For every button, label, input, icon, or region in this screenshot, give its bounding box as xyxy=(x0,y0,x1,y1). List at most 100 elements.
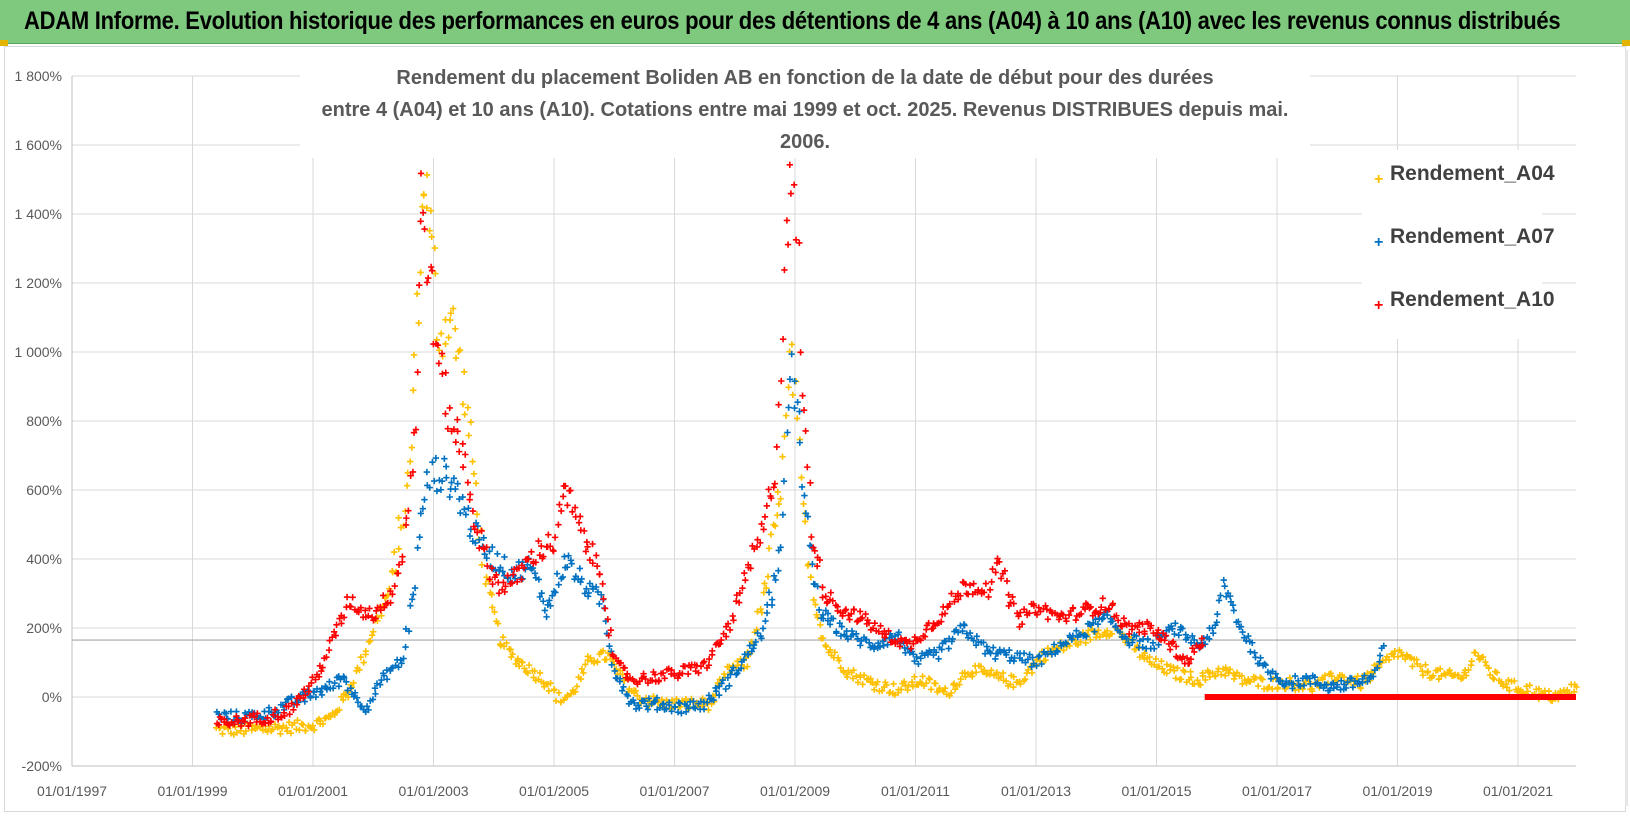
point-a04 xyxy=(957,675,964,683)
point-a10 xyxy=(1026,610,1033,617)
point-a10 xyxy=(535,537,542,545)
point-a07 xyxy=(583,585,590,593)
point-a10 xyxy=(894,638,901,646)
point-a10 xyxy=(763,502,770,510)
point-a10 xyxy=(822,593,829,600)
point-a10 xyxy=(881,634,888,641)
point-a10 xyxy=(518,576,525,583)
legend-item-a10: + Rendement_A10 xyxy=(1362,276,1555,339)
point-a04 xyxy=(757,605,764,613)
point-a10 xyxy=(819,594,826,601)
point-a07 xyxy=(631,699,638,707)
point-a10 xyxy=(775,401,782,408)
point-a07 xyxy=(730,664,737,671)
point-a10 xyxy=(483,544,490,551)
point-a10 xyxy=(1134,623,1141,631)
point-a10 xyxy=(668,666,675,674)
point-a07 xyxy=(1376,652,1384,659)
point-a07 xyxy=(1038,660,1045,668)
point-a10 xyxy=(770,484,777,491)
point-a07 xyxy=(1090,619,1097,627)
point-a07 xyxy=(911,657,918,665)
point-a07 xyxy=(1227,598,1235,606)
point-a04 xyxy=(1259,676,1266,683)
x-tick-label: 01/01/2009 xyxy=(760,783,830,799)
point-a10 xyxy=(885,627,892,634)
point-a07 xyxy=(801,492,808,499)
point-a10 xyxy=(421,225,428,233)
point-a07 xyxy=(371,685,379,692)
point-a07 xyxy=(1144,635,1151,643)
point-a07 xyxy=(652,698,659,705)
point-a10 xyxy=(771,480,779,487)
point-a04 xyxy=(269,726,277,733)
point-a10 xyxy=(1030,602,1038,609)
point-a07 xyxy=(408,596,416,603)
point-a04 xyxy=(1254,682,1262,690)
point-a07 xyxy=(1338,677,1345,685)
point-a07 xyxy=(1376,658,1383,666)
point-a07 xyxy=(645,695,653,702)
point-a04 xyxy=(997,673,1005,680)
point-a07 xyxy=(1311,673,1319,681)
legend-marker-a07: + xyxy=(1374,234,1384,251)
point-a10 xyxy=(882,631,890,638)
point-a07 xyxy=(592,583,600,591)
point-a07 xyxy=(411,584,419,592)
point-a07 xyxy=(719,676,727,684)
point-a07 xyxy=(1261,660,1268,668)
point-a07 xyxy=(1018,657,1026,664)
point-a04 xyxy=(772,522,779,530)
point-a10 xyxy=(560,493,567,500)
point-a10 xyxy=(412,426,420,433)
point-a04 xyxy=(1171,667,1178,674)
point-a10 xyxy=(661,675,668,682)
point-a04 xyxy=(1429,672,1437,679)
point-a04 xyxy=(951,685,959,693)
point-a10 xyxy=(659,669,667,677)
point-a10 xyxy=(1033,611,1041,618)
point-a10 xyxy=(508,579,516,587)
point-a07 xyxy=(678,710,685,717)
point-a04 xyxy=(812,601,819,608)
point-a10 xyxy=(286,711,293,718)
point-a07 xyxy=(483,554,490,562)
point-a07 xyxy=(337,676,344,683)
point-a07 xyxy=(772,576,779,584)
point-a07 xyxy=(1240,634,1248,641)
point-a07 xyxy=(798,483,806,491)
x-tick-label: 01/01/2003 xyxy=(398,783,468,799)
point-a04 xyxy=(900,678,908,685)
y-tick-label: 1 200% xyxy=(15,275,62,291)
point-a04 xyxy=(408,444,415,451)
point-a07 xyxy=(1374,664,1381,672)
point-a07 xyxy=(1094,620,1102,628)
point-a04 xyxy=(869,679,876,686)
point-a10 xyxy=(254,710,261,717)
point-a04 xyxy=(442,340,449,348)
point-a07 xyxy=(660,700,667,707)
point-a04 xyxy=(552,697,560,705)
point-a07 xyxy=(1129,636,1136,644)
point-a07 xyxy=(572,573,580,580)
legend-item-a07: + Rendement_A07 xyxy=(1362,213,1555,276)
point-a10 xyxy=(333,621,340,628)
point-a07 xyxy=(423,468,431,476)
point-a10 xyxy=(520,564,528,572)
point-a07 xyxy=(775,567,782,574)
point-a10 xyxy=(372,615,379,622)
point-a07 xyxy=(745,651,752,658)
point-a10 xyxy=(269,711,277,718)
point-a10 xyxy=(859,614,866,622)
point-a07 xyxy=(779,511,787,518)
x-tick-label: 01/01/2007 xyxy=(639,783,709,799)
point-a07 xyxy=(972,641,980,649)
point-a10 xyxy=(1001,567,1009,575)
point-a04 xyxy=(1340,673,1348,681)
point-a04 xyxy=(779,453,786,460)
point-a04 xyxy=(1511,677,1518,685)
point-a04 xyxy=(754,608,761,615)
point-a10 xyxy=(1166,646,1174,653)
point-a07 xyxy=(987,650,994,657)
vertical-scrollbar[interactable] xyxy=(1625,50,1628,806)
